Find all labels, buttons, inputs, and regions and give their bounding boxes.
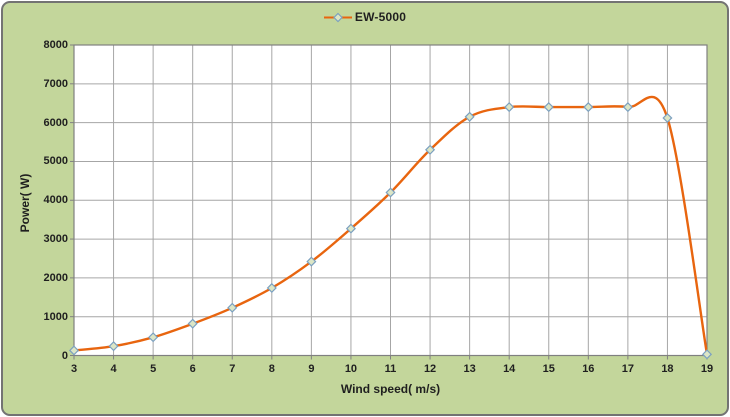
y-tick-label: 3000: [43, 233, 68, 246]
legend-series-label: EW-5000: [354, 10, 407, 24]
x-tick-label: 10: [344, 363, 358, 375]
y-axis-title: Power( W): [18, 173, 32, 233]
x-tick-label: 8: [268, 363, 275, 375]
x-tick-label: 11: [384, 363, 397, 375]
x-tick-label: 5: [150, 363, 157, 375]
x-tick-label: 19: [700, 363, 714, 375]
y-tick-label: 8000: [43, 39, 68, 51]
x-tick-label: 9: [308, 363, 315, 375]
x-tick-label: 14: [503, 363, 516, 375]
data-point-marker: [464, 111, 475, 122]
data-point-marker: [622, 102, 633, 113]
data-point-marker: [266, 282, 277, 294]
x-tick-label: 17: [621, 363, 634, 375]
legend[interactable]: EW-5000: [0, 10, 730, 24]
x-tick-label: 13: [463, 363, 476, 375]
x-tick-label: 12: [423, 363, 437, 375]
data-point-marker: [701, 349, 713, 360]
data-point-marker: [187, 318, 198, 329]
data-point-marker: [583, 102, 594, 113]
data-point-marker: [425, 144, 436, 155]
data-point-marker: [68, 345, 80, 356]
x-tick-label: 4: [110, 363, 117, 375]
x-axis-title: Wind speed( m/s): [340, 382, 441, 396]
y-tick-label: 4000: [43, 194, 68, 207]
data-point-marker: [385, 187, 396, 198]
x-tick-label: 7: [229, 363, 236, 375]
x-tick-label: 15: [542, 363, 555, 375]
data-point-marker: [306, 256, 317, 267]
x-tick-label: 18: [661, 363, 674, 375]
data-point-marker: [543, 102, 554, 113]
data-point-marker: [662, 112, 673, 124]
x-tick-label: 16: [582, 363, 595, 375]
data-point-marker: [227, 302, 238, 313]
x-tick-label: 6: [189, 363, 196, 375]
y-tick-label: 6000: [43, 116, 68, 129]
y-tick-label: 0: [61, 349, 68, 362]
data-point-marker: [148, 332, 159, 343]
y-tick-label: 5000: [43, 155, 68, 168]
x-tick-label: 3: [70, 363, 78, 375]
y-tick-label: 2000: [43, 271, 68, 284]
y-tick-label: 7000: [43, 77, 68, 90]
data-point-marker: [345, 223, 356, 234]
legend-marker-icon: [323, 12, 352, 22]
y-tick-label: 1000: [43, 310, 68, 323]
data-point-marker: [108, 341, 119, 352]
data-point-marker: [504, 102, 515, 113]
